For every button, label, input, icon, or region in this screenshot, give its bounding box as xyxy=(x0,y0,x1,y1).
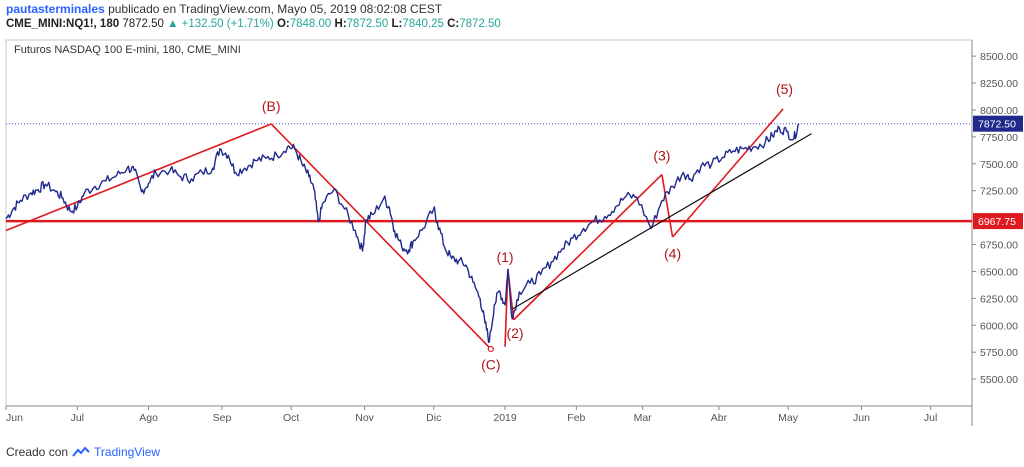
x-tick-label: Mar xyxy=(634,412,653,424)
plot-frame xyxy=(5,39,973,407)
high-value: 7872.50 xyxy=(346,18,389,30)
wave-label: (1) xyxy=(496,249,513,265)
x-tick-label: 2019 xyxy=(493,412,517,424)
x-tick-label: Jul xyxy=(71,412,84,424)
y-tick-label: 5500.00 xyxy=(980,374,1018,386)
badge-background xyxy=(973,115,1023,132)
y-tick-label: 8250.00 xyxy=(980,78,1018,90)
tradingview-logo-icon xyxy=(72,446,90,457)
price-chart[interactable]: Futuros NASDAQ 100 E-mini, 180, CME_MINI… xyxy=(0,36,1024,434)
wave-point-marker xyxy=(487,345,494,353)
support-level-badge: 6967.75 xyxy=(973,213,1023,230)
x-tick-label: Jul xyxy=(924,412,937,424)
badge-background xyxy=(973,213,1023,230)
publication-header: pautasterminales publicado en TradingVie… xyxy=(6,2,442,16)
x-tick-label: Ago xyxy=(139,412,158,424)
price-series-line xyxy=(5,123,800,344)
x-tick-label: Jun xyxy=(853,412,870,424)
wave-label: (B) xyxy=(262,98,281,114)
low-label: L: xyxy=(391,18,403,30)
x-tick-label: May xyxy=(778,412,799,424)
y-tick-label: 6250.00 xyxy=(980,293,1018,305)
last-price-badge: 7872.50 xyxy=(973,115,1023,132)
tradingview-link[interactable]: TradingView xyxy=(94,445,161,459)
elliott-wave-line xyxy=(5,123,272,232)
y-tick-label: 7500.00 xyxy=(980,159,1018,171)
chart-title: Futuros NASDAQ 100 E-mini, 180, CME_MINI xyxy=(14,44,241,56)
x-tick-label: Dic xyxy=(426,412,441,424)
publication-info: publicado en TradingView.com, Mayo 05, 2… xyxy=(108,2,443,16)
chart-area[interactable]: Futuros NASDAQ 100 E-mini, 180, CME_MINI… xyxy=(0,36,1024,434)
y-tick-label: 6000.00 xyxy=(980,320,1018,332)
symbol-label[interactable]: CME_MINI:NQ1!, 180 xyxy=(6,18,120,30)
close-value: 7872.50 xyxy=(459,18,501,30)
x-tick-label: Nov xyxy=(355,412,374,424)
badge-value: 7872.50 xyxy=(978,119,1016,131)
symbol-info-bar: CME_MINI:NQ1!, 180 7872.50 ▲ +132.50 (+1… xyxy=(6,18,501,30)
y-tick-label: 5750.00 xyxy=(980,347,1018,359)
x-tick-label: Abr xyxy=(711,412,728,424)
open-value: 7848.00 xyxy=(289,18,332,30)
price-change: ▲ +132.50 (+1.71%) xyxy=(167,18,274,30)
wave-label: (4) xyxy=(664,246,681,262)
elliott-wave-line xyxy=(671,108,784,238)
x-tick-label: Jun xyxy=(6,412,23,424)
elliott-wave-line xyxy=(270,123,492,350)
x-tick-label: Feb xyxy=(567,412,585,424)
y-tick-label: 8000.00 xyxy=(980,105,1018,117)
y-tick-label: 7750.00 xyxy=(980,132,1018,144)
y-tick-label: 6500.00 xyxy=(980,266,1018,278)
wave-label: (5) xyxy=(776,81,793,97)
low-value: 7840.25 xyxy=(402,18,444,30)
open-label: O: xyxy=(276,18,290,30)
author-link[interactable]: pautasterminales xyxy=(6,2,105,16)
x-tick-label: Sep xyxy=(213,412,232,424)
created-with-label: Creado con xyxy=(6,445,69,459)
elliott-wave-line xyxy=(661,174,674,238)
close-label: C: xyxy=(447,18,460,30)
high-label: H: xyxy=(334,18,347,30)
badge-value: 6967.75 xyxy=(978,216,1016,228)
trendline xyxy=(511,133,812,310)
wave-label: (C) xyxy=(481,356,500,372)
y-tick-label: 6750.00 xyxy=(980,240,1018,252)
y-tick-label: 8500.00 xyxy=(980,51,1018,63)
last-price: 7872.50 xyxy=(122,18,164,30)
wave-label: (3) xyxy=(653,148,670,164)
x-tick-label: Oct xyxy=(283,412,299,424)
wave-label: (2) xyxy=(506,325,523,341)
footer: Creado con TradingView xyxy=(6,445,160,459)
y-tick-label: 7250.00 xyxy=(980,186,1018,198)
